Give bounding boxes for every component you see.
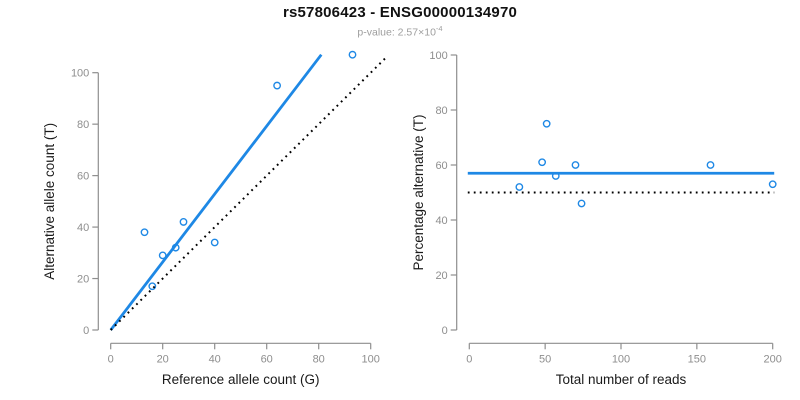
data-point [571, 161, 580, 169]
y-tick-label: 100 [429, 50, 447, 62]
data-point [515, 183, 524, 191]
x-tick-label: 0 [466, 353, 472, 365]
y-tick-label: 100 [71, 68, 89, 80]
y-tick-label: 40 [77, 222, 89, 234]
data-point [273, 81, 281, 90]
figure-subtitle: p-value: 2.57×10-4 [0, 24, 800, 39]
x-tick-label: 200 [764, 353, 782, 365]
y-axis-title: Alternative allele count (T) [42, 123, 57, 280]
y-tick-label: 60 [77, 171, 89, 183]
y-tick-label: 80 [435, 105, 447, 117]
x-tick-label: 50 [539, 353, 551, 365]
y-tick-label: 20 [435, 270, 447, 282]
y-axis-title: Percentage alternative (T) [411, 114, 426, 270]
data-point [538, 158, 547, 167]
data-point [768, 180, 777, 189]
x-axis-title: Total number of reads [556, 372, 687, 387]
x-tick-label: 0 [108, 353, 114, 365]
allele-count-scatter: 0 20 40 60 80 100 0 20 40 60 80 100 Reference allele… [42, 50, 387, 387]
y-tick-label: 40 [435, 215, 447, 227]
pvalue-text: p-value: 2.57×10 [357, 26, 436, 39]
data-point [179, 218, 188, 226]
data-point [706, 161, 715, 169]
x-tick-label: 40 [209, 353, 221, 365]
data-point [148, 282, 157, 291]
data-point [348, 50, 357, 59]
x-tick-label: 100 [612, 353, 630, 365]
y-tick-label: 0 [83, 325, 89, 337]
y-tick-label: 20 [77, 274, 89, 286]
x-axis-title: Reference allele count (G) [162, 372, 320, 387]
y-tick-label: 0 [442, 325, 448, 337]
data-point [158, 251, 167, 260]
x-tick-label: 80 [313, 353, 325, 365]
y-tick-label: 80 [77, 119, 89, 131]
data-point [577, 199, 586, 208]
y-tick-label: 60 [435, 160, 447, 172]
x-tick-label: 100 [362, 353, 380, 365]
x-tick-label: 150 [688, 353, 706, 365]
pvalue-exponent: -4 [435, 24, 443, 33]
data-point [140, 228, 149, 237]
fit-line [109, 53, 323, 331]
figure-title: rs57806423 - ENSG00000134970 [282, 4, 518, 21]
x-tick-label: 20 [157, 353, 169, 365]
identity-line [109, 55, 387, 331]
x-tick-label: 60 [261, 353, 273, 365]
figure-header: rs57806423 - ENSG00000134970 p-value: 2.… [0, 4, 800, 39]
data-point [542, 119, 551, 128]
percentage-reads-scatter: 0 20 40 60 80 100 0 50 100 150 200 Total number of … [411, 50, 782, 387]
data-point [210, 238, 219, 247]
